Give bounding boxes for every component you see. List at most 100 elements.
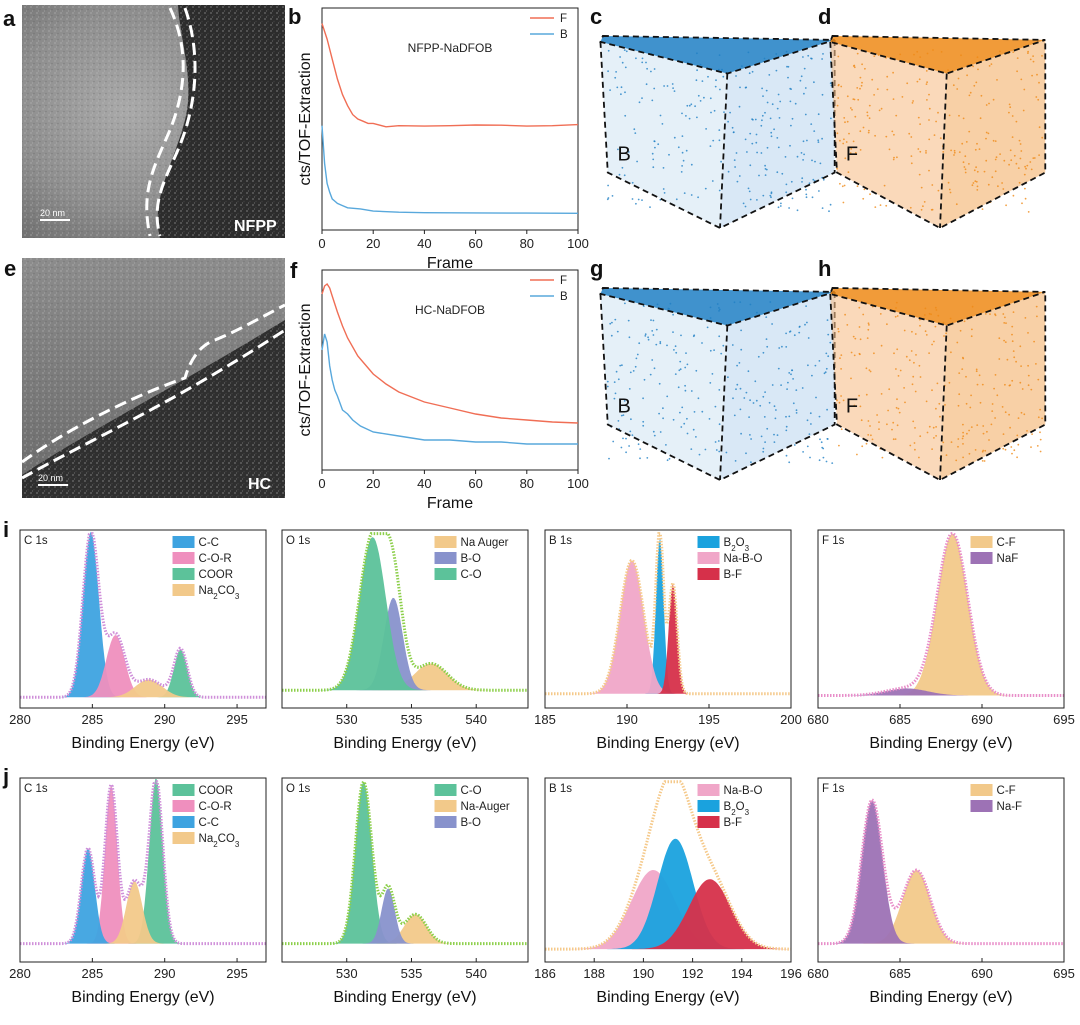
x-tick-label: 0 [318, 476, 325, 491]
cube-dot [977, 68, 979, 71]
cube-dot [785, 183, 788, 186]
x-tick-label: 200 [780, 712, 802, 727]
cube-dot [912, 420, 915, 423]
x-axis-label: Binding Energy (eV) [869, 989, 1012, 1006]
cube-dot [997, 185, 999, 188]
cube-dot [681, 112, 683, 115]
cube-dot [819, 162, 822, 165]
cube-dot [976, 185, 979, 188]
cube-dot [748, 190, 751, 193]
cube-dot [679, 368, 682, 371]
cube-element-label: B [618, 144, 631, 166]
cube-dot [764, 168, 767, 170]
cube-dot [867, 322, 870, 325]
cube-dot [735, 75, 737, 77]
cube-dot [856, 52, 859, 55]
cube-dot [718, 389, 721, 391]
cube-dot [1039, 408, 1041, 411]
cube-dot [762, 450, 765, 453]
plot-frame [817, 529, 1065, 709]
cube-dot [795, 412, 798, 414]
cube-dot [919, 123, 921, 125]
cube-dot [912, 100, 914, 102]
cube-dot [879, 204, 882, 207]
cube-dot [888, 388, 891, 391]
cube-dot [868, 324, 870, 326]
cube-face-left [830, 41, 947, 228]
cube-dot [821, 137, 823, 140]
cube-dot [1024, 317, 1027, 319]
cube-dot [891, 428, 893, 431]
cube-dot [630, 418, 632, 421]
cube-dot [1018, 181, 1021, 184]
cube-dot [912, 375, 915, 378]
cube-dot [993, 387, 995, 390]
cube-dot [686, 104, 689, 107]
cube-dot [919, 435, 922, 438]
cube-dot [793, 444, 796, 446]
cube-dot [867, 420, 870, 422]
cube-dot [841, 185, 844, 188]
cube-dot [656, 303, 659, 306]
cube-dot [937, 111, 939, 114]
panel-label-j: j [2, 764, 9, 789]
cube-dot [815, 396, 817, 399]
cube-dot [893, 352, 895, 355]
cube-dot [850, 351, 853, 354]
legend-label: Na2CO3 [199, 833, 240, 849]
cube-dot [662, 417, 664, 420]
cube-dot [641, 97, 643, 99]
cube-dot [974, 449, 977, 451]
cube-dot [716, 303, 719, 305]
cube-face-left [600, 41, 728, 228]
plot-frame [321, 7, 579, 231]
cube-dot [662, 167, 665, 169]
cube-dot [930, 208, 933, 211]
cube-dot [1001, 406, 1004, 408]
cube-dot [611, 321, 613, 324]
cube-dot [621, 61, 624, 64]
cube-dot [1027, 211, 1030, 213]
cube-dot [768, 401, 771, 404]
cube-dot [842, 201, 845, 204]
cube-dot [781, 172, 784, 175]
cube-dot [895, 114, 898, 117]
cube-dot [943, 335, 945, 337]
cube-dot [650, 70, 652, 73]
legend-swatch [697, 800, 720, 812]
legend-label: Na2CO3 [199, 585, 240, 601]
cube-dot [996, 394, 999, 397]
cube-dot [708, 418, 711, 420]
cube-dot [752, 402, 755, 404]
cube-dot [975, 180, 978, 183]
cube-dot [978, 148, 981, 151]
cube-dot [786, 65, 788, 68]
cube-dot [720, 160, 722, 163]
cube-dot [846, 324, 849, 326]
cube-dot [636, 160, 638, 163]
cube-dot [659, 431, 662, 433]
cube-element-label: B [618, 396, 631, 418]
cube-face-right [940, 39, 1046, 229]
cube-dot [823, 372, 826, 375]
legend-label: B-O [461, 817, 482, 829]
cube-dot [985, 159, 988, 162]
cube-dot [1021, 388, 1024, 390]
cube-dot [636, 353, 639, 356]
cube-dot [748, 72, 751, 75]
cube-dot [777, 93, 780, 96]
x-axis-label: Frame [427, 495, 473, 512]
cube-dot [969, 406, 972, 409]
cube-dot [956, 88, 959, 90]
cube-dot [764, 441, 766, 443]
cube-dot [779, 100, 782, 103]
cube-dot [990, 63, 993, 65]
legend-swatch [434, 568, 457, 580]
cube-dot [864, 67, 866, 70]
x-tick-label: 535 [401, 966, 423, 981]
cube-dot [962, 435, 965, 438]
cube-dot [985, 137, 987, 140]
cube-dot [1032, 157, 1035, 160]
cube-dot [861, 445, 864, 448]
cube-dot [624, 91, 626, 94]
